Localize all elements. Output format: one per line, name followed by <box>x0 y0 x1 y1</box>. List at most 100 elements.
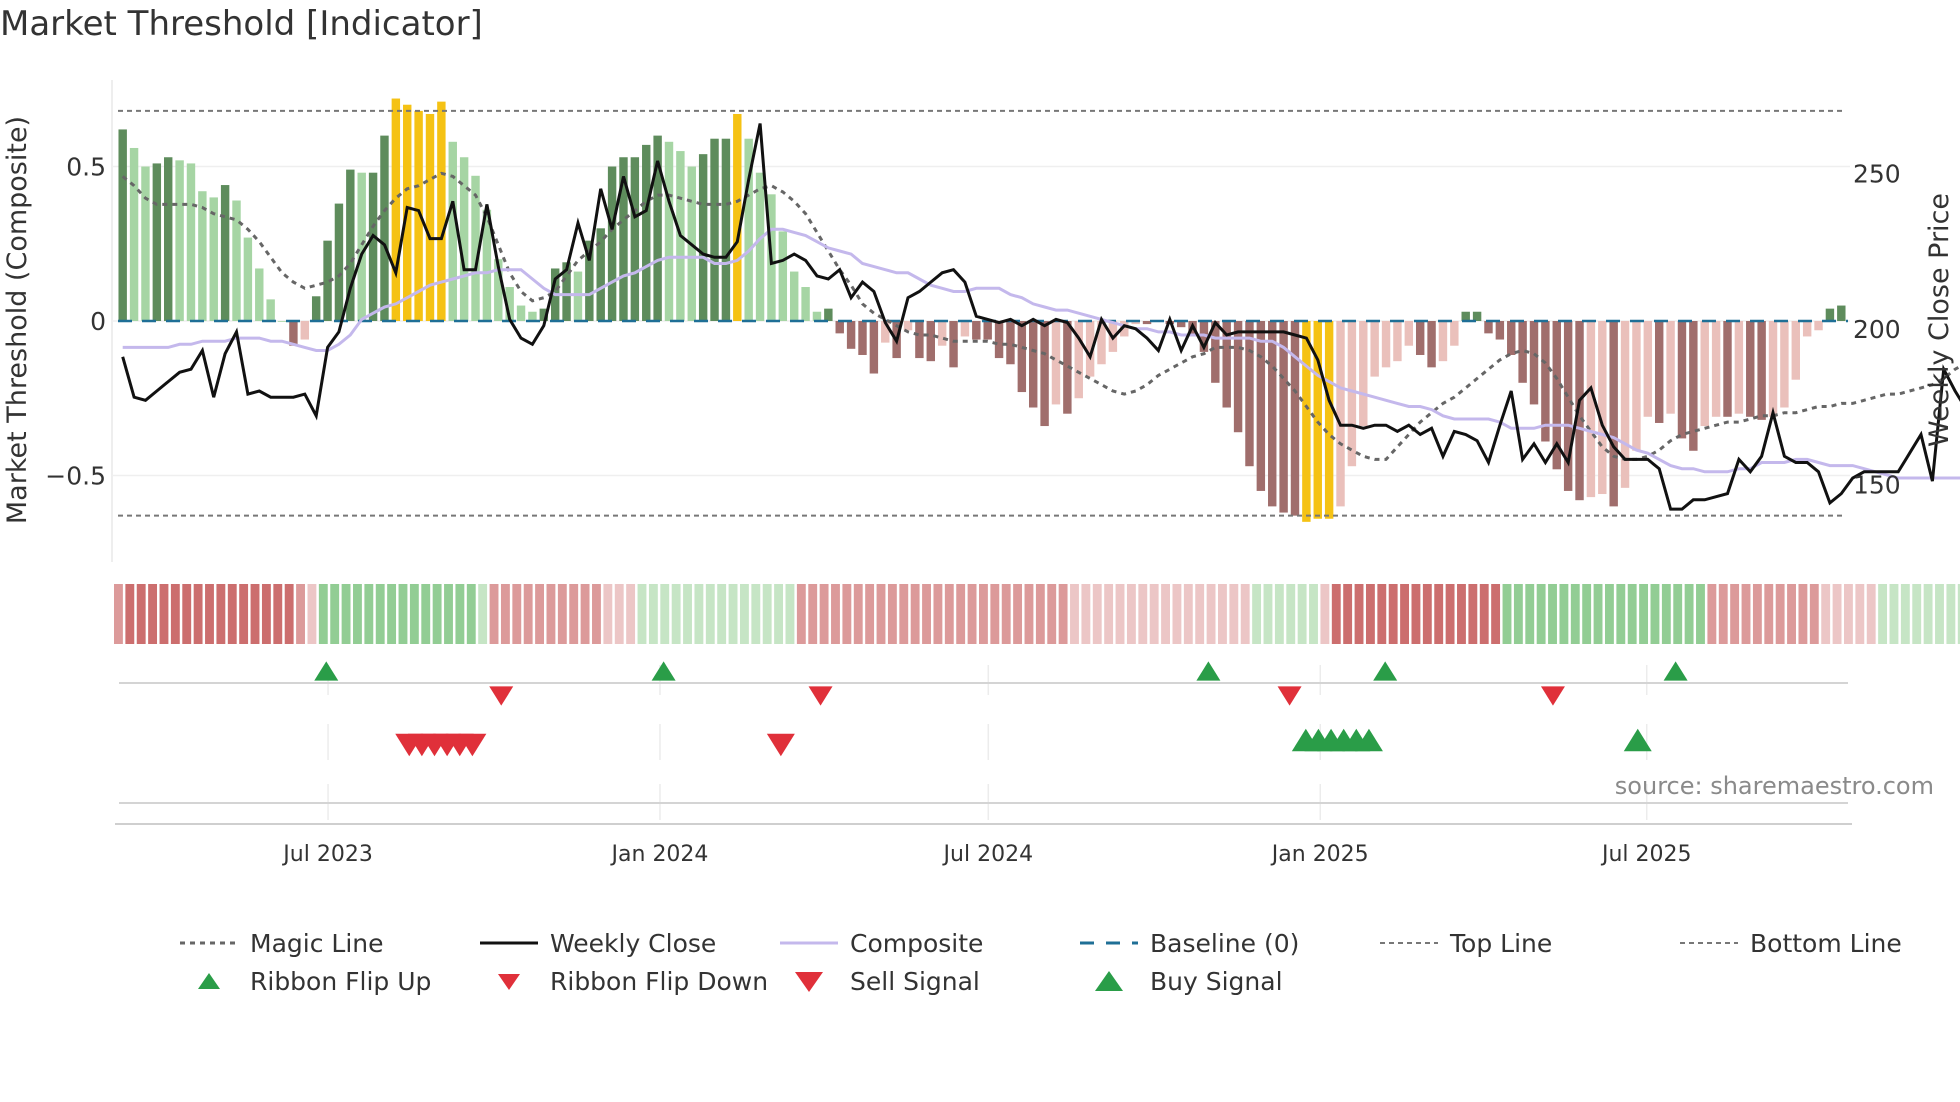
composite-bar <box>1336 321 1345 507</box>
ribbon-segment <box>785 584 795 644</box>
ribbon-segment <box>569 584 579 644</box>
composite-bar <box>1711 321 1721 417</box>
composite-bar <box>1120 321 1129 337</box>
ribbon-segment <box>614 584 624 644</box>
ribbon-segment <box>717 584 727 644</box>
ribbon-segment <box>1320 584 1330 644</box>
composite-line <box>122 227 1960 480</box>
ribbon-segment <box>1365 584 1375 644</box>
ribbon-segment <box>1172 584 1182 644</box>
composite-bar <box>164 157 173 321</box>
ribbon-segment <box>239 584 249 644</box>
composite-bar <box>1746 321 1755 417</box>
flipup-legend-swatch <box>198 973 220 989</box>
ribbon-segment <box>705 584 715 644</box>
composite-bar <box>881 321 890 343</box>
composite-bar <box>778 231 788 321</box>
composite-bar <box>1450 321 1459 346</box>
ribbon-segment <box>1092 584 1102 644</box>
ribbon-segment <box>1707 584 1717 644</box>
composite-bar <box>1222 321 1231 408</box>
ribbon-segment <box>1741 584 1751 644</box>
ribbon-segment <box>193 584 203 644</box>
composite-bar <box>1290 321 1300 516</box>
composite-bar <box>380 135 389 321</box>
composite-bar <box>277 321 287 322</box>
ribbon-segment <box>1286 584 1296 644</box>
ribbon-segment <box>1752 584 1762 644</box>
ribbon-segment <box>557 584 567 644</box>
sell-signal-marker <box>766 733 795 757</box>
ribbon-segment <box>421 584 431 644</box>
composite-bar <box>1575 321 1584 501</box>
ribbon-segment <box>1798 584 1808 644</box>
ribbon-segment <box>910 584 920 644</box>
composite-bar <box>972 321 981 340</box>
ribbon-segment <box>1616 584 1626 644</box>
composite-bar <box>152 163 162 321</box>
ribbon-segment <box>1912 584 1922 644</box>
ribbon-segment <box>1081 584 1091 644</box>
composite-bar <box>1768 321 1778 417</box>
ribbon-segment <box>592 584 601 644</box>
ribbon-segment <box>512 584 522 644</box>
ribbon-flip-down-marker <box>489 686 514 706</box>
magic-legend-label: Magic Line <box>250 929 384 958</box>
ribbon-segment <box>1183 584 1193 644</box>
composite-bar <box>1438 321 1448 362</box>
composite-bar <box>1734 321 1744 414</box>
composite-bar <box>505 287 514 321</box>
composite-bar <box>937 321 947 346</box>
ribbon-flip-up-marker <box>1663 661 1688 681</box>
ribbon-segment <box>1889 584 1899 644</box>
ribbon-segment <box>1661 584 1671 644</box>
ribbon-segment <box>1548 584 1557 644</box>
composite-bar <box>471 175 480 321</box>
composite-bar <box>1370 321 1379 377</box>
composite-bar <box>323 240 332 321</box>
composite-bar <box>1029 321 1038 408</box>
source-credit: source: sharemaestro.com <box>1615 772 1934 800</box>
composite-bar <box>482 209 492 321</box>
ribbon-flip-up-marker <box>651 661 676 681</box>
composite-bar <box>926 321 935 362</box>
ribbon-segment <box>364 584 374 644</box>
composite-bar <box>1723 321 1732 417</box>
ribbon-segment <box>1377 584 1387 644</box>
left-axis-ticks: 0.5 0 −0.5 <box>45 153 106 491</box>
composite-bar <box>1279 321 1288 513</box>
composite-bar <box>915 321 924 359</box>
composite-bar <box>1176 321 1186 328</box>
left-axis-label: Market Threshold (Composite) <box>2 116 33 524</box>
ribbon-flip-up-marker <box>1196 661 1221 681</box>
ribbon-segment <box>933 584 943 644</box>
ribbon-segment <box>979 584 988 644</box>
date-tick-label: Jan 2024 <box>610 842 709 867</box>
ribbon-segment <box>1115 584 1125 644</box>
ribbon-segment <box>182 584 192 644</box>
ribbon-segment <box>1775 584 1785 644</box>
ribbon-flip-up-marker <box>314 661 339 681</box>
sell-signal-marker <box>458 733 487 757</box>
composite-bar <box>1666 321 1675 414</box>
ribbon-segment <box>1218 584 1227 644</box>
trend-ribbon <box>114 584 1960 644</box>
composite-bar <box>653 135 662 321</box>
ribbon-segment <box>660 584 670 644</box>
composite-bar <box>1609 321 1618 507</box>
right-tick-label: 150 <box>1853 470 1901 499</box>
ribbon-segment <box>1809 584 1819 644</box>
ribbon-segment <box>1878 584 1888 644</box>
ribbon-segment <box>398 584 408 644</box>
date-tick-label: Jan 2025 <box>1270 842 1369 867</box>
composite-bar <box>1404 321 1414 346</box>
composite-bar <box>846 321 856 349</box>
composite-bar <box>1700 321 1709 427</box>
ribbon-segment <box>330 584 340 644</box>
composite-bar <box>1472 311 1482 321</box>
composite-bar <box>994 321 1004 359</box>
composite-bar <box>1654 321 1664 423</box>
ribbon-segment <box>1240 584 1250 644</box>
ribbon-segment <box>922 584 931 644</box>
composite-bar <box>1074 321 1083 399</box>
